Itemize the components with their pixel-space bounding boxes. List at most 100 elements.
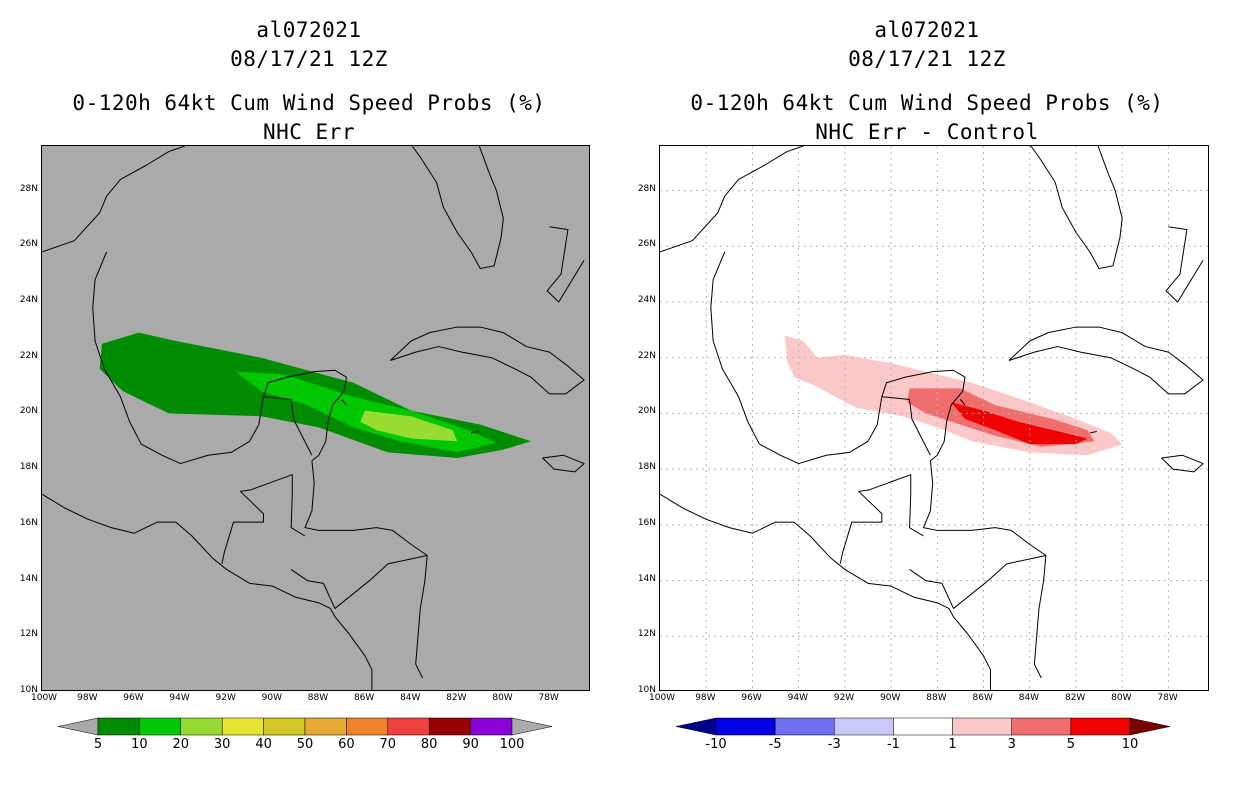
coastline-bahamas (1165, 226, 1204, 303)
coastline-cayman (470, 431, 479, 434)
right-panel: al072021 08/17/21 12Z 0-120h 64kt Cum Wi… (618, 0, 1236, 800)
lat-tick-label: 18N (19, 462, 38, 473)
colorbar-segment (952, 717, 1012, 736)
colorbar-segment (1070, 717, 1131, 736)
colorbar-segment (470, 717, 513, 736)
colorbar-label: 100 (499, 737, 525, 752)
colorbar-segment (139, 717, 182, 736)
coastline-pacific (42, 493, 373, 690)
right-product-title: 0-120h 64kt Cum Wind Speed Probs (%) (690, 91, 1164, 115)
colorbar-label: 20 (172, 737, 190, 752)
colorbar-label: 1 (948, 737, 957, 752)
coastline-cayman (1089, 431, 1097, 434)
right-date: 08/17/21 12Z (848, 47, 1006, 71)
contour-20-30 (360, 410, 458, 442)
lon-tick-label: 100W (649, 693, 676, 703)
colorbar-low-arrow (57, 717, 99, 736)
lon-tick-label: 98W (695, 693, 716, 703)
left-date: 08/17/21 12Z (230, 47, 388, 71)
lat-tick-label: 28N (19, 183, 38, 194)
lon-tick-label: 96W (741, 693, 762, 703)
lat-tick-label: 22N (19, 350, 38, 361)
coastline-belize_honduras (922, 460, 1047, 679)
coastline-yucatan_border (263, 396, 313, 456)
right-storm-id: al072021 (874, 18, 980, 42)
lat-tick-label: 12N (19, 629, 38, 640)
lon-tick-label: 92W (833, 693, 855, 703)
lon-tick-label: 78W (538, 693, 559, 703)
lat-tick-label: 26N (637, 239, 656, 250)
coastline-yucatan_border (881, 396, 931, 456)
colorbar-label: -5 (768, 737, 782, 752)
colorbar-low-arrow (675, 717, 717, 736)
colorbar-segment (428, 717, 471, 736)
coastline-gulf_mexico (660, 146, 804, 253)
coastline-bahamas (546, 226, 585, 303)
colorbar-segment (304, 717, 347, 736)
lat-tick-label: 22N (637, 350, 656, 361)
colorbar-segment (346, 717, 389, 736)
coastline-cozumel (960, 399, 966, 406)
lon-tick-label: 86W (972, 693, 993, 703)
coastline-jamaica (1161, 454, 1204, 473)
lat-tick-label: 10N (637, 685, 656, 695)
colorbar-segment (387, 717, 430, 736)
colorbar-label: 10 (131, 737, 148, 752)
lon-tick-label: 90W (880, 693, 901, 703)
lon-tick-label: 86W (353, 693, 375, 703)
right-map-canvas (660, 146, 1208, 690)
lat-tick-label: 20N (19, 406, 38, 417)
colorbar-label: 30 (213, 737, 231, 752)
colorbar-label: 50 (296, 737, 314, 752)
lon-tick-label: 82W (1064, 693, 1086, 703)
lon-tick-label: 88W (307, 693, 329, 703)
coastline-pacific (660, 493, 991, 690)
colorbar-label: 10 (1121, 737, 1139, 752)
colorbar-segment (893, 717, 953, 736)
left-subtitle: NHC Err (262, 120, 355, 144)
lon-tick-label: 96W (123, 693, 144, 703)
colorbar-segment (774, 717, 835, 736)
colorbar-label: 90 (462, 737, 479, 752)
coastline-mexico_east (92, 251, 347, 465)
coastline-cuba (1008, 326, 1204, 395)
colorbar-label: 40 (255, 737, 272, 752)
lat-tick-label: 28N (637, 183, 656, 194)
lon-tick-label: 98W (77, 693, 98, 703)
lat-tick-label: 20N (637, 406, 656, 417)
right-map (659, 145, 1209, 691)
left-map (41, 145, 590, 691)
coastline-border_other (909, 555, 1047, 609)
coastline-jamaica (542, 454, 585, 473)
lon-tick-label: 84W (1018, 693, 1040, 703)
coastline-florida (1030, 146, 1123, 270)
colorbar-segment (1011, 717, 1072, 736)
colorbar-segment (180, 717, 223, 736)
colorbar-label: 60 (338, 737, 355, 752)
lon-tick-label: 80W (492, 693, 513, 703)
lon-tick-label: 92W (215, 693, 236, 703)
colorbar-label: -3 (827, 737, 841, 752)
lon-tick-label: 84W (400, 693, 421, 703)
coastline-florida (411, 146, 504, 270)
coastline-belize_honduras (304, 460, 428, 679)
colorbar-label: 80 (420, 737, 438, 752)
lon-tick-label: 88W (926, 693, 947, 703)
lon-tick-label: 80W (1111, 693, 1132, 703)
colorbar-high-arrow (511, 717, 553, 736)
colorbar-segment (97, 717, 140, 736)
lon-tick-label: 94W (787, 693, 808, 703)
colorbar-label: 70 (379, 737, 397, 752)
lat-tick-label: 24N (637, 295, 656, 305)
lat-tick-label: 14N (637, 573, 656, 584)
colorbar-segment (221, 717, 264, 736)
right-colorbar (675, 717, 1171, 736)
lon-tick-label: 94W (169, 693, 190, 703)
lat-tick-label: 24N (19, 295, 38, 305)
coastline-border_other (290, 555, 428, 609)
contour-5-10 (951, 402, 1088, 445)
lat-tick-label: 12N (637, 629, 656, 640)
lat-tick-label: 26N (19, 239, 38, 250)
colorbar-label: 5 (93, 737, 103, 752)
coastline-cozumel (341, 399, 347, 406)
